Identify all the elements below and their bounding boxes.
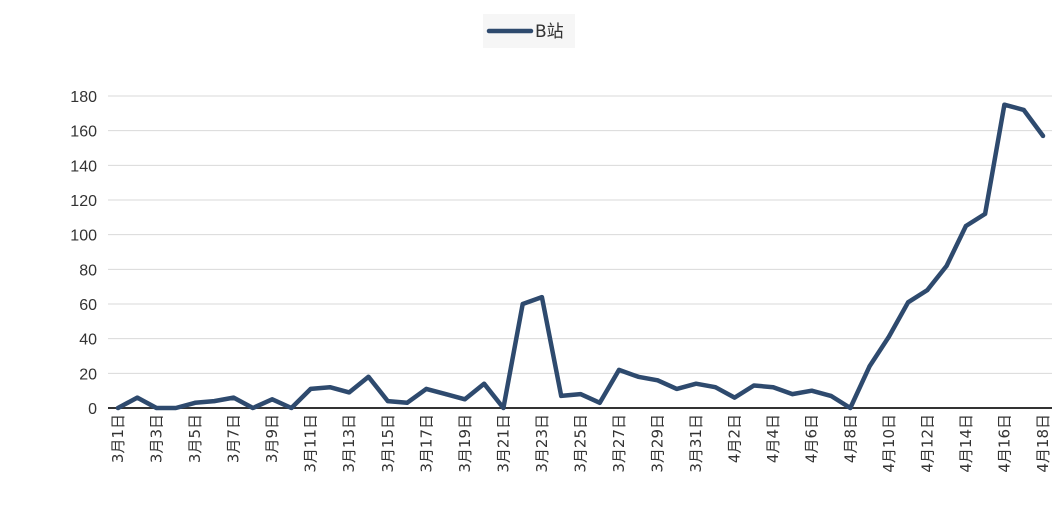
x-tick-label-13: 3月27日 bbox=[610, 414, 628, 473]
data-point-27 bbox=[636, 374, 641, 379]
data-point-6 bbox=[231, 395, 236, 400]
data-point-18 bbox=[462, 397, 467, 402]
data-point-9 bbox=[289, 406, 294, 410]
gridlines bbox=[108, 95, 1052, 374]
data-point-22 bbox=[539, 295, 544, 300]
data-point-24 bbox=[578, 392, 583, 397]
x-tick-label-11: 3月23日 bbox=[533, 414, 551, 473]
data-point-43 bbox=[944, 263, 949, 268]
data-point-8 bbox=[270, 397, 275, 402]
data-point-32 bbox=[732, 395, 737, 400]
data-point-16 bbox=[424, 386, 429, 391]
x-tick-label-4: 3月9日 bbox=[263, 414, 281, 463]
legend-label-bilibili: B站 bbox=[535, 22, 564, 42]
data-point-17 bbox=[443, 392, 448, 397]
data-point-38 bbox=[848, 406, 853, 410]
series-line-bilibili bbox=[115, 102, 1046, 411]
y-tick-label-40: 40 bbox=[79, 332, 97, 349]
data-point-23 bbox=[559, 393, 564, 398]
x-tick-label-15: 3月31日 bbox=[687, 414, 705, 473]
data-point-47 bbox=[1021, 107, 1026, 112]
data-point-15 bbox=[405, 400, 410, 405]
y-tick-label-80: 80 bbox=[79, 262, 97, 279]
x-tick-label-10: 3月21日 bbox=[494, 414, 512, 473]
y-tick-label-120: 120 bbox=[70, 193, 97, 210]
data-point-14 bbox=[385, 399, 390, 404]
x-tick-label-20: 4月10日 bbox=[880, 414, 898, 473]
data-point-19 bbox=[482, 381, 487, 386]
data-point-20 bbox=[501, 406, 506, 410]
x-tick-label-21: 4月12日 bbox=[918, 414, 936, 473]
data-point-10 bbox=[308, 386, 313, 391]
data-point-33 bbox=[751, 383, 756, 388]
y-tick-label-160: 160 bbox=[70, 124, 97, 141]
x-tick-label-24: 4月18日 bbox=[1034, 414, 1052, 473]
x-tick-label-1: 3月3日 bbox=[148, 414, 166, 463]
data-point-30 bbox=[694, 381, 699, 386]
x-tick-label-8: 3月17日 bbox=[417, 414, 435, 473]
x-tick-label-2: 3月5日 bbox=[186, 414, 204, 463]
data-point-37 bbox=[828, 393, 833, 398]
data-point-36 bbox=[809, 388, 814, 393]
x-tick-label-5: 3月11日 bbox=[302, 414, 320, 473]
data-point-12 bbox=[347, 390, 352, 395]
legend: B站 bbox=[486, 22, 564, 42]
y-tick-label-0: 0 bbox=[88, 401, 97, 418]
data-point-42 bbox=[925, 288, 930, 293]
series-points-bilibili bbox=[116, 102, 1045, 410]
x-tick-label-0: 3月1日 bbox=[109, 414, 127, 463]
y-tick-label-100: 100 bbox=[70, 228, 97, 245]
data-point-2 bbox=[154, 406, 159, 410]
x-axis-ticks: 3月1日 3月3日 3月5日 3月7日 3月9日 3月11日 3月13日 3月15日 3月17日… bbox=[109, 414, 1052, 473]
x-tick-label-17: 4月4日 bbox=[764, 414, 782, 463]
data-point-26 bbox=[617, 367, 622, 372]
data-point-46 bbox=[1002, 102, 1007, 107]
data-point-13 bbox=[366, 374, 371, 379]
x-tick-label-12: 3月25日 bbox=[571, 414, 589, 473]
data-point-28 bbox=[655, 378, 660, 383]
data-point-7 bbox=[250, 406, 255, 410]
data-point-44 bbox=[963, 224, 968, 228]
data-point-0 bbox=[116, 406, 120, 410]
y-tick-label-60: 60 bbox=[79, 297, 97, 314]
data-point-1 bbox=[135, 395, 140, 400]
data-point-34 bbox=[771, 385, 776, 390]
data-point-4 bbox=[193, 400, 198, 405]
x-tick-label-16: 4月2日 bbox=[726, 414, 744, 463]
x-tick-label-23: 4月16日 bbox=[995, 414, 1013, 473]
data-point-39 bbox=[867, 364, 872, 369]
data-point-11 bbox=[327, 385, 332, 390]
data-point-21 bbox=[520, 302, 525, 306]
data-point-31 bbox=[713, 385, 718, 390]
y-tick-label-140: 140 bbox=[70, 158, 97, 175]
data-point-45 bbox=[983, 211, 988, 216]
data-point-5 bbox=[212, 399, 217, 404]
data-point-40 bbox=[886, 334, 891, 339]
x-tick-label-22: 4月14日 bbox=[957, 414, 975, 473]
x-tick-label-7: 3月15日 bbox=[379, 414, 397, 473]
y-axis-ticks: 0 20 40 60 80 100 120 140 160 180 bbox=[70, 89, 97, 418]
x-tick-label-19: 4月8日 bbox=[841, 414, 859, 463]
x-tick-label-18: 4月6日 bbox=[803, 414, 821, 463]
data-point-35 bbox=[790, 392, 795, 397]
y-tick-label-180: 180 bbox=[70, 89, 97, 106]
data-point-25 bbox=[597, 400, 602, 405]
data-point-29 bbox=[674, 386, 679, 391]
x-tick-label-9: 3月19日 bbox=[456, 414, 474, 473]
data-point-48 bbox=[1040, 133, 1045, 138]
x-tick-label-3: 3月7日 bbox=[225, 414, 243, 463]
y-tick-label-20: 20 bbox=[79, 366, 97, 383]
data-point-41 bbox=[906, 300, 911, 305]
x-tick-label-6: 3月13日 bbox=[340, 414, 358, 473]
x-tick-label-14: 3月29日 bbox=[649, 414, 667, 473]
data-point-3 bbox=[173, 406, 178, 410]
